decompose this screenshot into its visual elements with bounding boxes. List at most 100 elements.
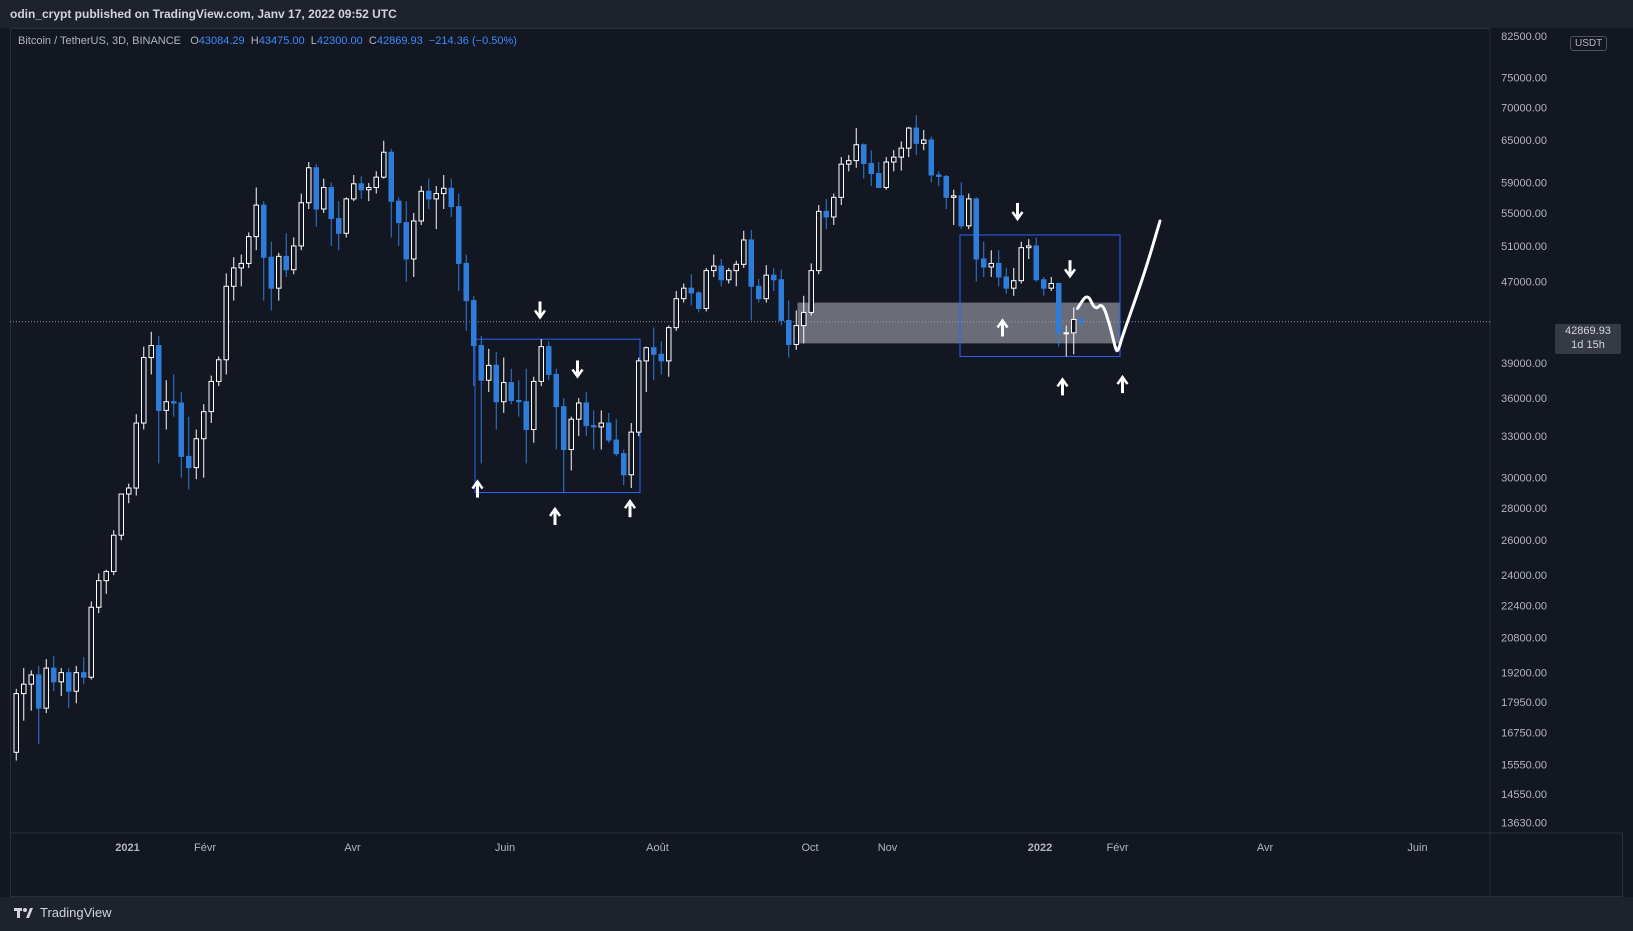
candle-body — [133, 422, 139, 489]
candle-body — [171, 401, 177, 404]
publisher-text: odin_crypt published on TradingView.com,… — [10, 7, 397, 21]
footer-bar: TradingView — [0, 897, 1633, 931]
down-arrow-icon — [571, 360, 584, 379]
y-tick-label: 65000.00 — [1501, 135, 1547, 147]
close-label: C — [368, 35, 377, 47]
brand-name: TradingView — [40, 905, 112, 920]
candle-body — [913, 127, 919, 144]
high-value: 43475.00 — [258, 35, 305, 47]
candle-body — [328, 187, 334, 220]
symbol-name[interactable]: Bitcoin / TetherUS, 3D, BINANCE — [18, 35, 182, 47]
candle-body — [508, 382, 514, 402]
candle-body — [96, 580, 102, 608]
bar-countdown: 1d 15h — [1571, 339, 1605, 351]
candle-body — [553, 373, 559, 408]
candle-body — [756, 285, 762, 300]
candle-body — [651, 347, 657, 355]
y-tick-label: 55000.00 — [1501, 208, 1547, 220]
candle-body — [231, 267, 237, 287]
candle-body — [268, 256, 274, 289]
candle-body — [298, 202, 304, 247]
candle-body — [118, 493, 124, 536]
x-tick-label: Avr — [344, 842, 361, 854]
arrow-head — [533, 309, 547, 320]
y-tick-label: 28000.00 — [1501, 503, 1547, 515]
y-tick-label: 17950.00 — [1501, 697, 1547, 709]
candle-body — [463, 262, 469, 302]
up-arrow-icon — [1056, 377, 1069, 396]
candle-body — [51, 667, 57, 683]
candle-body — [313, 167, 319, 210]
candle-body — [141, 357, 147, 424]
candle-body — [43, 667, 49, 709]
x-tick-label: Oct — [801, 842, 818, 854]
candle-body — [433, 193, 439, 200]
projection-path — [1076, 219, 1162, 353]
y-tick-label: 30000.00 — [1501, 473, 1547, 485]
candle-body — [186, 455, 192, 469]
candle-body — [103, 571, 109, 582]
candle-body — [343, 198, 349, 234]
candle-body — [771, 274, 777, 281]
candle-body — [156, 345, 162, 411]
x-tick-label: Nov — [878, 842, 898, 854]
candle-body — [111, 534, 117, 573]
currency-badge[interactable]: USDT — [1570, 36, 1608, 51]
candle-body — [688, 287, 694, 294]
candle-body — [868, 162, 874, 175]
x-tick-label: Juin — [1407, 842, 1427, 854]
candle-body — [193, 438, 199, 469]
candle-body — [381, 151, 387, 178]
y-tick-label: 70000.00 — [1501, 103, 1547, 115]
candle-body — [673, 298, 679, 329]
candle-body — [696, 292, 702, 309]
candle-body — [883, 161, 889, 189]
candle-body — [951, 195, 957, 198]
candle-body — [1026, 245, 1032, 249]
candle-body — [943, 175, 949, 198]
y-tick-label: 26000.00 — [1501, 535, 1547, 547]
up-arrow-icon — [471, 479, 484, 498]
candle-body — [1003, 276, 1009, 289]
candle-body — [88, 606, 94, 678]
candle-body — [681, 287, 687, 300]
candle-body — [748, 239, 754, 287]
down-arrow-icon — [533, 301, 547, 320]
candle-body — [643, 347, 649, 362]
candle-body — [13, 693, 19, 753]
candle-body — [846, 160, 852, 165]
candle-body — [178, 402, 184, 457]
candle-body — [1011, 280, 1017, 289]
candle-body — [486, 364, 492, 381]
candle-body — [628, 431, 634, 476]
candle-body — [471, 300, 477, 347]
candle-body — [73, 672, 79, 692]
last-price-label: 42869.93 — [1565, 325, 1611, 337]
candle-body — [733, 263, 739, 272]
candle-body — [711, 265, 717, 272]
publisher-bar: odin_crypt published on TradingView.com,… — [0, 0, 1633, 28]
candle-body — [606, 422, 612, 441]
tradingview-logo[interactable]: TradingView — [14, 905, 112, 920]
candle-body — [291, 245, 297, 271]
arrow-head — [623, 499, 637, 509]
arrow-head — [1056, 377, 1069, 388]
candle-body — [388, 151, 394, 202]
candle-body — [501, 382, 507, 403]
candle-body — [838, 163, 844, 198]
candle-body — [418, 190, 424, 222]
candle-body — [981, 258, 987, 268]
y-tick-label: 51000.00 — [1501, 241, 1547, 253]
candle-body — [448, 187, 454, 208]
high-label: H — [250, 35, 259, 47]
candle-body — [906, 127, 912, 149]
y-tick-label: 59000.00 — [1501, 177, 1547, 189]
candle-body — [936, 174, 942, 177]
y-tick-label: 47000.00 — [1501, 277, 1547, 289]
candle-body — [1018, 247, 1024, 282]
candlestick-chart[interactable]: 82500.00 75000.00 70000.00 65000.00 59000.00… — [0, 0, 1633, 897]
close-value: 42869.93 — [376, 35, 423, 47]
y-tick-label: 22400.00 — [1501, 600, 1547, 612]
candle-body — [441, 187, 447, 195]
range-box — [959, 234, 1121, 357]
